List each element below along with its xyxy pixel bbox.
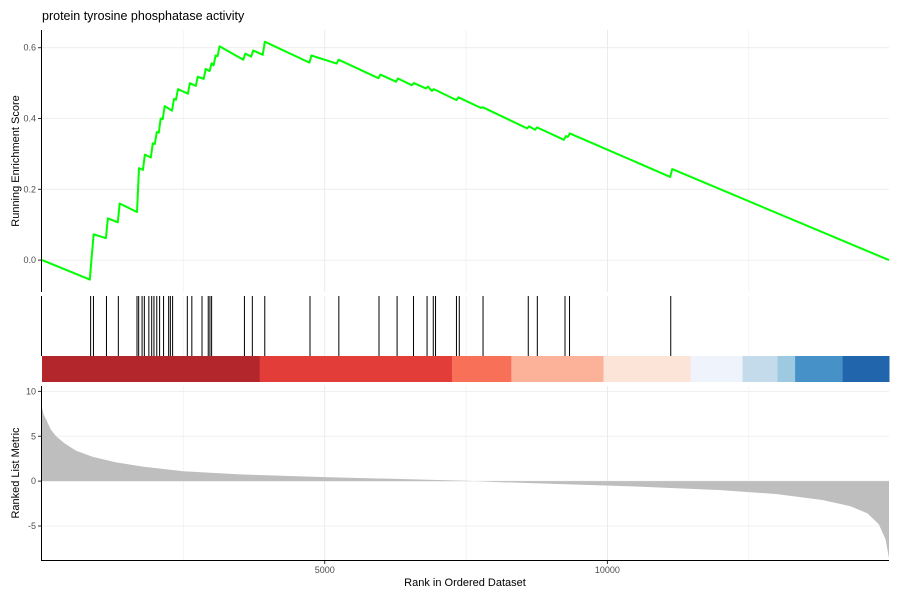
y-tick-label: -5: [28, 521, 36, 531]
y-tick-label: 0.6: [23, 43, 36, 53]
rank-bar-segment: [42, 356, 261, 382]
rank-bar-segment: [690, 356, 744, 382]
y-tick-label: 10: [26, 386, 36, 396]
rank-bar-segment: [742, 356, 779, 382]
ranked-list-y-ticks: -5 0 5 10: [26, 386, 41, 531]
x-axis-label: Rank in Ordered Dataset: [404, 577, 526, 589]
enrichment-y-ticks: 0.0 0.2 0.4 0.6: [23, 43, 41, 265]
rank-bar-segment: [451, 356, 512, 382]
x-tick-label: 10000: [595, 565, 620, 575]
y-tick-label: 5: [31, 431, 36, 441]
rank-bar-segment: [777, 356, 796, 382]
ranked-list-area: [42, 407, 889, 559]
x-tick-label: 5000: [315, 565, 335, 575]
y-tick-label: 0.4: [23, 114, 36, 124]
rank-bar-segment: [603, 356, 692, 382]
enrichment-y-label: Running Enrichment Score: [10, 95, 22, 226]
chart-title: protein tyrosine phosphatase activity: [42, 9, 245, 23]
rank-bar-segment: [259, 356, 453, 382]
x-ticks: 5000 10000: [315, 561, 620, 575]
rank-bar-segment: [842, 356, 890, 382]
ranked-list-area-layer: [42, 407, 889, 559]
rank-bar-segment: [795, 356, 844, 382]
hits-grid: [182, 296, 750, 356]
rank-color-bar: [42, 356, 890, 382]
ranked-list-y-label: Ranked List Metric: [10, 427, 22, 519]
y-tick-label: 0: [31, 476, 36, 486]
enrichment-line-layer: [41, 40, 890, 281]
hit-marks: [90, 296, 672, 356]
running-enrichment-line: [41, 40, 890, 281]
enrichment-grid: [42, 30, 889, 292]
y-tick-label: 0.0: [23, 255, 36, 265]
y-tick-label: 0.2: [23, 184, 36, 194]
rank-bar-segment: [511, 356, 604, 382]
